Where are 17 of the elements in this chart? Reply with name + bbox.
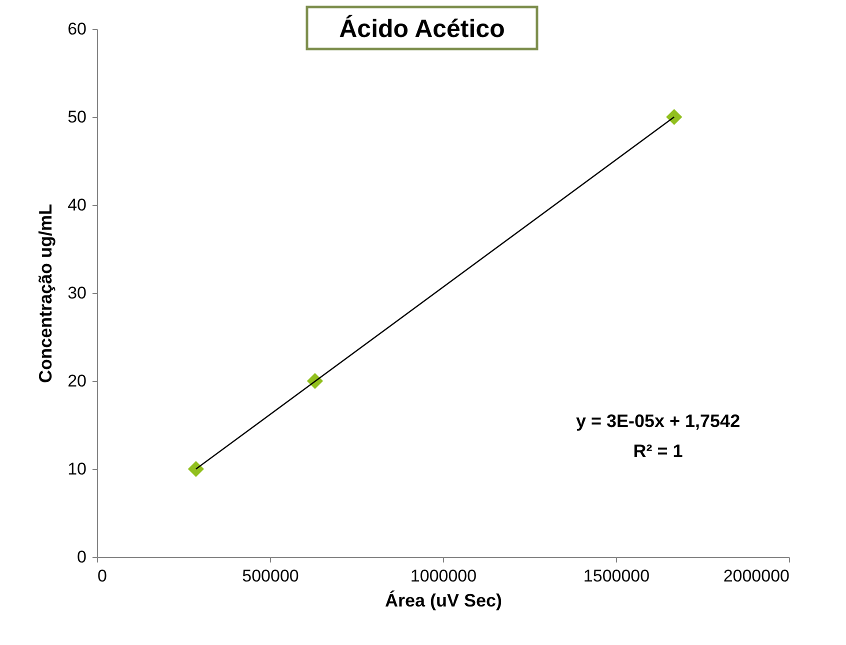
y-tick-label: 20 xyxy=(68,372,86,390)
y-tick-label: 50 xyxy=(68,108,86,126)
annotation: R² = 1 xyxy=(633,441,683,461)
y-tick-label: 30 xyxy=(68,284,86,302)
chart-title: Ácido Acético xyxy=(339,14,505,43)
x-tick-label: 1500000 xyxy=(583,566,650,586)
x-tick-label: 0 xyxy=(98,566,107,586)
y-tick-label: 40 xyxy=(68,196,86,214)
y-tick-label: 10 xyxy=(68,460,86,478)
x-tick-label: 500000 xyxy=(242,566,299,586)
y-tick-label: 60 xyxy=(68,20,86,38)
annotation: y = 3E-05x + 1,7542 xyxy=(576,411,740,431)
y-tick-label: 0 xyxy=(77,548,86,566)
x-tick-label: 1000000 xyxy=(410,566,477,586)
y-axis-title: Concentração ug/mL xyxy=(36,204,56,384)
x-axis-title: Área (uV Sec) xyxy=(384,590,502,610)
x-tick-label: 2000000 xyxy=(723,566,790,586)
